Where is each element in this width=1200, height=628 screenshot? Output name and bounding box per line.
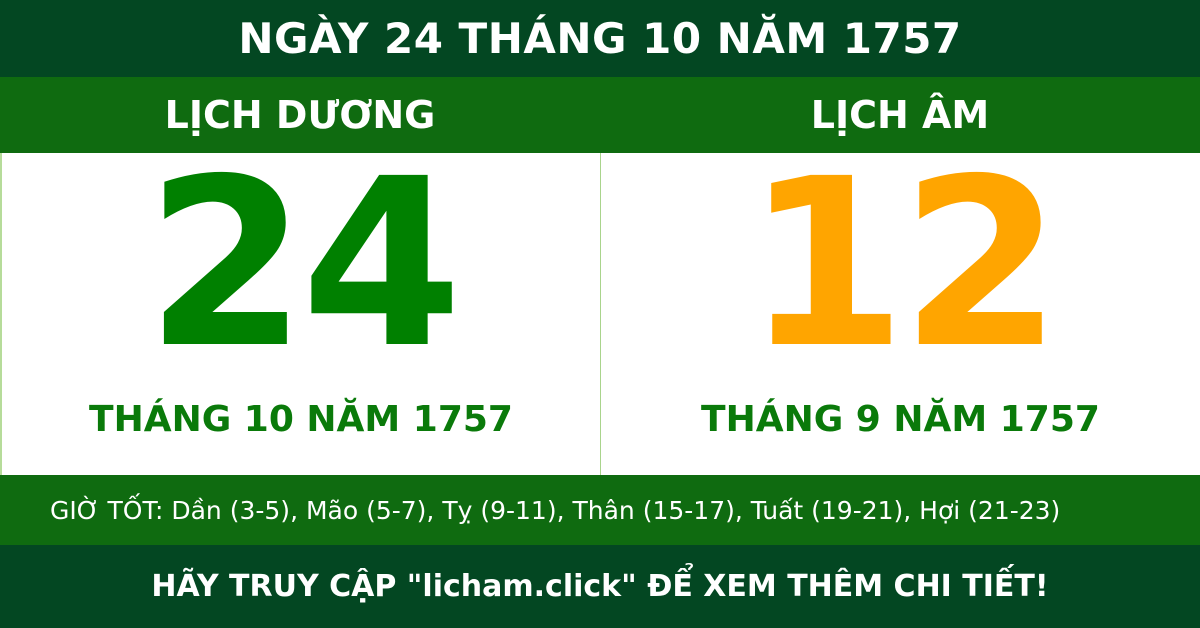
solar-calendar-label: LỊCH DƯƠNG [164,93,436,137]
page-title: NGÀY 24 THÁNG 10 NĂM 1757 [0,0,1200,77]
calendar-headers: LỊCH DƯƠNG LỊCH ÂM [0,77,1200,153]
lunar-column: 12 THÁNG 9 NĂM 1757 [601,142,1200,475]
solar-column: 24 THÁNG 10 NĂM 1757 [2,142,601,475]
footer-cta: HÃY TRUY CẬP "licham.click" ĐỂ XEM THÊM … [0,545,1200,628]
lunar-month-year: THÁNG 9 NĂM 1757 [701,399,1100,440]
lunar-calendar-label: LỊCH ÂM [810,93,990,137]
solar-day: 24 [145,129,463,399]
calendar-body: 24 THÁNG 10 NĂM 1757 12 THÁNG 9 NĂM 1757 [0,142,1200,475]
solar-month-year: THÁNG 10 NĂM 1757 [89,399,513,440]
lunar-day: 12 [745,129,1062,399]
good-hours: GIỜ TỐT: Dần (3-5), Mão (5-7), Tỵ (9-11)… [0,475,1200,545]
